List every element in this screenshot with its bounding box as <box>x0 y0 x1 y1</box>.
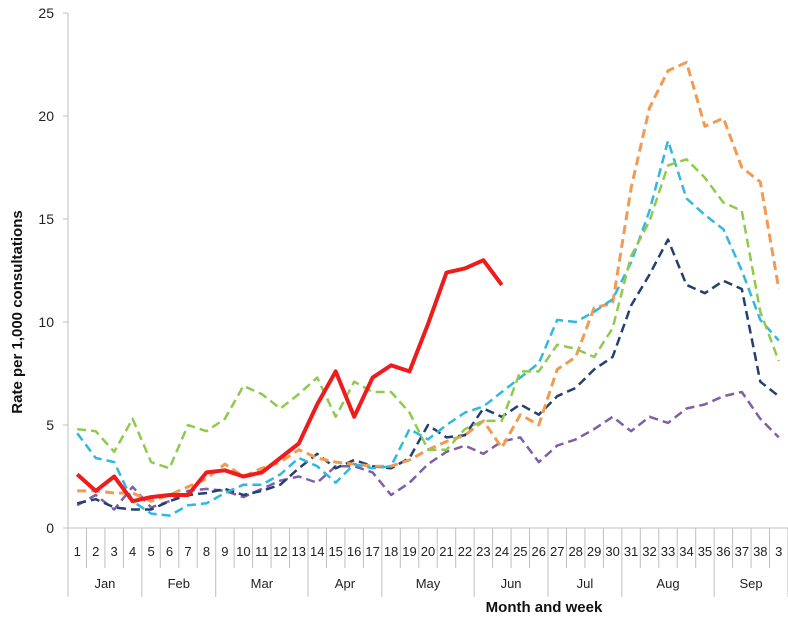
y-tick-label: 0 <box>46 520 54 536</box>
week-label: 20 <box>421 544 435 559</box>
week-label: 34 <box>679 544 693 559</box>
y-tick-label: 10 <box>38 314 54 330</box>
week-label: 4 <box>129 544 136 559</box>
week-label: 3 <box>111 544 118 559</box>
week-label: 22 <box>458 544 472 559</box>
week-label: 26 <box>532 544 546 559</box>
week-label: 15 <box>328 544 342 559</box>
month-label: Jan <box>94 576 115 591</box>
week-label: 10 <box>236 544 250 559</box>
month-label: Apr <box>335 576 356 591</box>
week-label: 37 <box>735 544 749 559</box>
month-label: May <box>416 576 441 591</box>
week-label: 6 <box>166 544 173 559</box>
series-line-5 <box>77 158 780 470</box>
y-axis-title: Rate per 1,000 consultations <box>9 210 26 413</box>
week-label: 16 <box>347 544 361 559</box>
week-label: 28 <box>568 544 582 559</box>
week-label: 9 <box>221 544 228 559</box>
week-label: 2 <box>92 544 99 559</box>
week-label: 29 <box>587 544 601 559</box>
week-label: 23 <box>476 544 490 559</box>
week-label: 25 <box>513 544 527 559</box>
week-label: 24 <box>495 544 509 559</box>
week-label: 18 <box>384 544 398 559</box>
week-label: 30 <box>605 544 619 559</box>
y-tick-label: 25 <box>38 5 54 21</box>
week-label: 33 <box>661 544 675 559</box>
series-lines <box>75 60 781 517</box>
week-label: 36 <box>716 544 730 559</box>
week-label: 12 <box>273 544 287 559</box>
week-label: 17 <box>365 544 379 559</box>
week-label: 27 <box>550 544 564 559</box>
y-tick-label: 15 <box>38 211 54 227</box>
week-label: 11 <box>255 544 269 559</box>
week-label: 8 <box>203 544 210 559</box>
week-label: 38 <box>753 544 767 559</box>
series-line-6 <box>75 258 504 504</box>
week-label: 14 <box>310 544 324 559</box>
month-label: Aug <box>656 576 679 591</box>
series-line-4 <box>76 139 780 517</box>
week-label: 13 <box>292 544 306 559</box>
week-label: 1 <box>74 544 81 559</box>
week-label: 5 <box>147 544 154 559</box>
axes <box>63 12 788 597</box>
series-line-2 <box>76 238 780 511</box>
month-label: Mar <box>251 576 274 591</box>
month-label: Jul <box>577 576 594 591</box>
month-label: Jun <box>501 576 522 591</box>
y-tick-label: 20 <box>38 108 54 124</box>
y-tick-label: 5 <box>46 417 54 433</box>
week-label: 35 <box>698 544 712 559</box>
month-label: Sep <box>740 576 763 591</box>
week-label: 32 <box>642 544 656 559</box>
week-label: 7 <box>184 544 191 559</box>
week-label: 21 <box>439 544 453 559</box>
week-label: 3 <box>775 544 782 559</box>
week-label: 19 <box>402 544 416 559</box>
month-label: Feb <box>168 576 190 591</box>
x-axis-title: Month and week <box>486 599 603 616</box>
week-label: 31 <box>624 544 638 559</box>
